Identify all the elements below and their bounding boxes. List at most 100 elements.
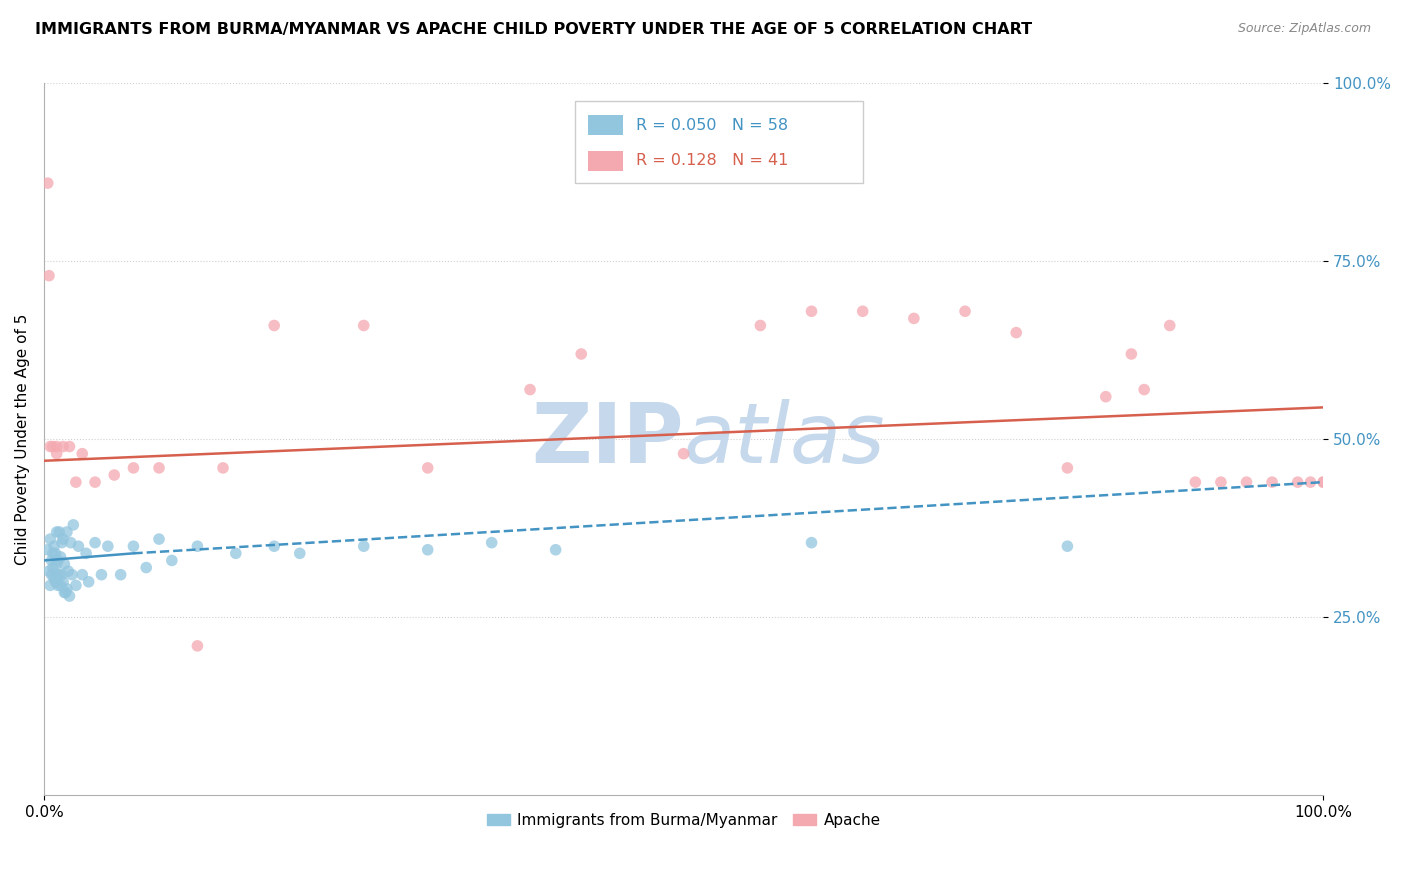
Point [97, 539, 120, 553]
Point [353, 318, 375, 333]
Point [55, 585, 77, 599]
Point [45, 567, 67, 582]
Point [59, 535, 82, 549]
Point [481, 535, 503, 549]
Point [263, 318, 285, 333]
Point [1056, 539, 1078, 553]
Point [1005, 326, 1028, 340]
Point [353, 539, 375, 553]
Point [58, 564, 80, 578]
Point [67, 539, 90, 553]
Point [416, 461, 439, 475]
Point [852, 304, 875, 318]
Point [1261, 475, 1284, 490]
Point [62, 517, 84, 532]
Point [186, 639, 208, 653]
Point [56, 582, 79, 596]
Point [148, 532, 170, 546]
Point [519, 383, 541, 397]
Point [148, 461, 170, 475]
Point [45, 524, 67, 539]
Point [288, 546, 311, 560]
Point [416, 542, 439, 557]
Point [45, 557, 67, 571]
Point [45, 447, 67, 461]
Point [749, 318, 772, 333]
Bar [588, 151, 623, 171]
Point [65, 475, 87, 490]
Point [48, 567, 70, 582]
Point [1299, 475, 1322, 490]
Point [1312, 475, 1334, 490]
Point [77, 574, 100, 589]
Point [122, 461, 145, 475]
Point [800, 535, 823, 549]
Point [45, 440, 67, 454]
Point [38, 564, 60, 578]
Point [160, 553, 183, 567]
Text: atlas: atlas [683, 399, 886, 480]
Bar [588, 115, 623, 136]
Point [1312, 475, 1334, 490]
Point [1209, 475, 1232, 490]
Point [49, 549, 72, 564]
Point [672, 447, 695, 461]
Point [58, 440, 80, 454]
Point [903, 311, 925, 326]
Point [1056, 461, 1078, 475]
Text: ZIP: ZIP [531, 399, 683, 480]
Point [569, 347, 592, 361]
Text: R = 0.128   N = 41: R = 0.128 N = 41 [637, 153, 789, 168]
Point [1133, 383, 1156, 397]
Point [51, 535, 73, 549]
Point [60, 567, 83, 582]
Point [135, 560, 157, 574]
Point [1094, 390, 1116, 404]
Text: R = 0.050   N = 58: R = 0.050 N = 58 [637, 118, 789, 133]
Point [37, 176, 59, 190]
Bar [575, 101, 863, 183]
Point [84, 535, 107, 549]
Point [110, 567, 132, 582]
Point [51, 567, 73, 582]
Point [65, 578, 87, 592]
Point [72, 447, 94, 461]
Point [56, 524, 79, 539]
Point [1121, 347, 1143, 361]
Point [37, 542, 59, 557]
Point [1286, 475, 1309, 490]
Point [46, 553, 69, 567]
Point [42, 539, 65, 553]
Point [186, 539, 208, 553]
Point [544, 542, 567, 557]
Point [41, 553, 63, 567]
Point [44, 546, 66, 560]
Point [58, 589, 80, 603]
Point [42, 440, 65, 454]
Y-axis label: Child Poverty Under the Age of 5: Child Poverty Under the Age of 5 [15, 314, 30, 566]
Point [39, 578, 62, 592]
Point [44, 574, 66, 589]
Text: Source: ZipAtlas.com: Source: ZipAtlas.com [1237, 22, 1371, 36]
Point [53, 585, 76, 599]
Point [1184, 475, 1206, 490]
Point [800, 304, 823, 318]
Point [52, 532, 75, 546]
Point [90, 567, 112, 582]
Point [953, 304, 976, 318]
Text: IMMIGRANTS FROM BURMA/MYANMAR VS APACHE CHILD POVERTY UNDER THE AGE OF 5 CORRELA: IMMIGRANTS FROM BURMA/MYANMAR VS APACHE … [35, 22, 1032, 37]
Point [1236, 475, 1258, 490]
Point [48, 524, 70, 539]
Point [263, 539, 285, 553]
Point [225, 546, 247, 560]
Point [75, 546, 97, 560]
Point [42, 571, 65, 585]
Point [53, 557, 76, 571]
Point [41, 567, 63, 582]
Point [72, 567, 94, 582]
Point [52, 440, 75, 454]
Point [46, 578, 69, 592]
Point [39, 532, 62, 546]
Point [212, 461, 235, 475]
Point [84, 475, 107, 490]
